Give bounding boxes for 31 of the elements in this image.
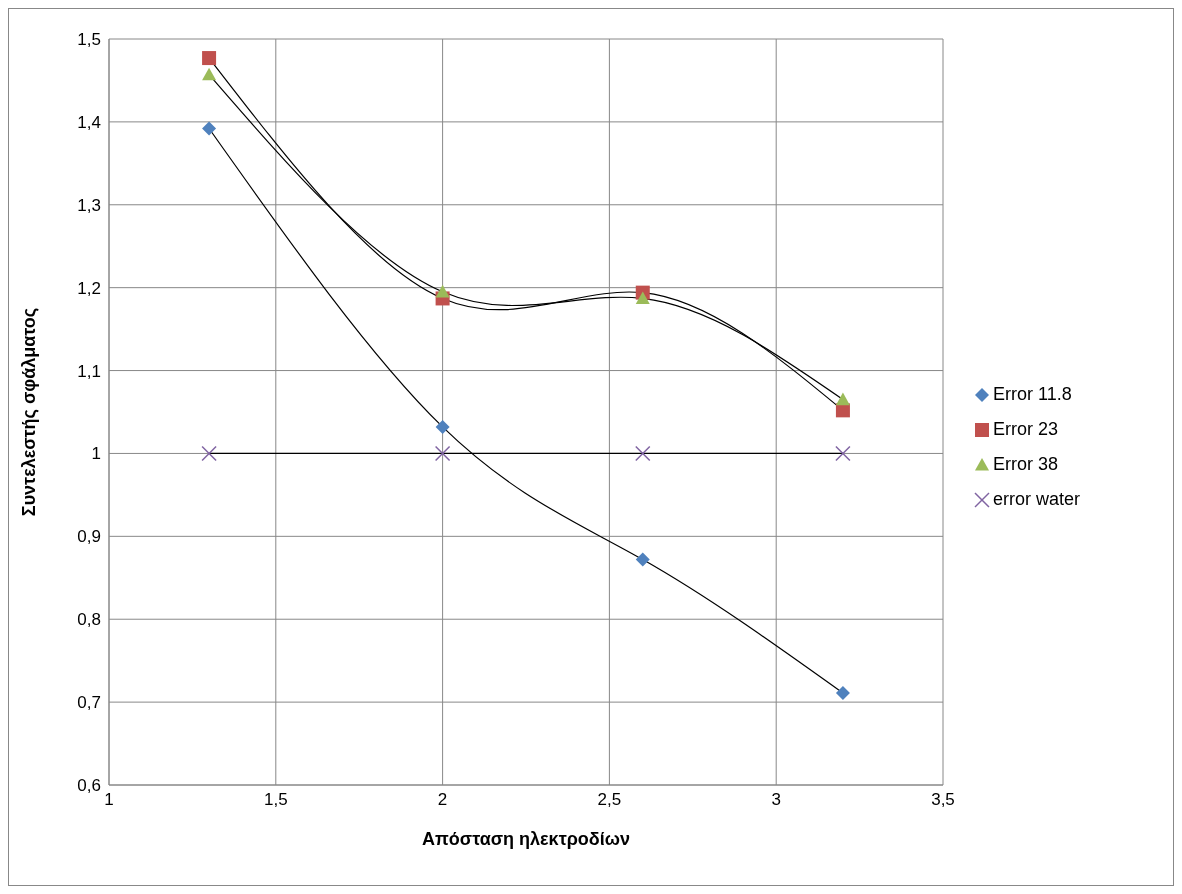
point xyxy=(202,121,217,136)
x-tick-label: 2,5 xyxy=(597,790,622,810)
x-axis-title: Απόσταση ηλεκτροδίων xyxy=(422,829,630,849)
point xyxy=(835,392,850,406)
legend-label: Error 11.8 xyxy=(993,384,1072,405)
point xyxy=(835,685,850,700)
legend-label: Error 23 xyxy=(993,419,1059,440)
y-tick-label: 1 xyxy=(91,444,101,464)
y-tick-label: 1,3 xyxy=(77,195,101,215)
legend-label: error water xyxy=(993,489,1081,510)
y-tick-label: 1,5 xyxy=(77,30,101,50)
point xyxy=(635,552,650,567)
y-tick-label: 1,2 xyxy=(77,278,101,298)
y-axis-title: Συντελεστής σφάλματος xyxy=(19,307,40,517)
x-tick-label: 3,5 xyxy=(931,790,955,810)
y-tick-label: 0,9 xyxy=(77,527,101,547)
point xyxy=(202,67,217,81)
point xyxy=(435,284,450,298)
x-tick-label: 2 xyxy=(437,790,448,810)
point xyxy=(435,419,450,434)
x-tick-label: 3 xyxy=(771,790,781,810)
y-tick-label: 1,4 xyxy=(77,112,101,132)
point xyxy=(202,51,217,66)
x-tick-label: 1,5 xyxy=(263,790,288,810)
y-tick-label: 0,8 xyxy=(77,610,101,630)
y-tick-label: 0,6 xyxy=(77,776,101,796)
y-tick-label: 0,7 xyxy=(77,693,101,713)
y-tick-label: 1,1 xyxy=(77,361,101,381)
point xyxy=(635,291,650,305)
x-tick-label: 1 xyxy=(104,790,114,810)
legend-label: Error 38 xyxy=(993,454,1059,475)
